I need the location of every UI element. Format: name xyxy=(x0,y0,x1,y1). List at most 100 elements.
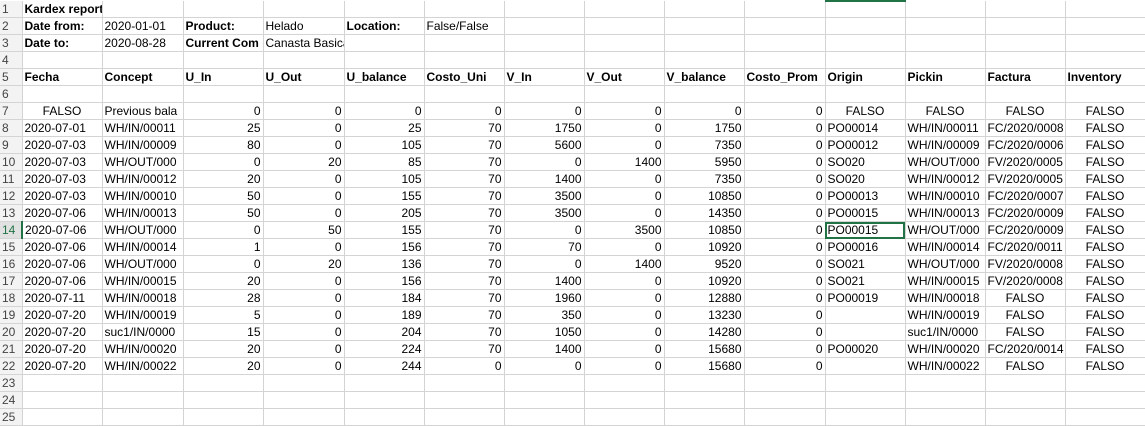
date-from-label[interactable]: Date from: xyxy=(22,17,103,35)
cell[interactable]: FC/2020/0008 xyxy=(985,119,1066,137)
cell[interactable]: 0 xyxy=(263,187,345,205)
cell[interactable]: 1400 xyxy=(504,340,585,358)
cell[interactable]: 70 xyxy=(424,136,505,154)
cell[interactable] xyxy=(504,391,585,409)
cell[interactable]: 70 xyxy=(424,187,505,205)
cell[interactable]: FALSO xyxy=(1065,136,1145,154)
cell[interactable]: 1 xyxy=(183,238,264,256)
cell[interactable]: 0 xyxy=(584,119,665,137)
column-header-cell[interactable]: Inventory xyxy=(1065,68,1145,86)
cell[interactable] xyxy=(584,85,665,103)
cell[interactable] xyxy=(263,51,345,69)
cell[interactable] xyxy=(985,391,1066,409)
cell[interactable] xyxy=(985,17,1066,35)
cell[interactable]: 0 xyxy=(744,238,826,256)
row-header[interactable]: 3 xyxy=(0,34,23,52)
cell[interactable] xyxy=(1065,1,1145,18)
cell[interactable] xyxy=(183,374,264,392)
cell[interactable]: FALSO xyxy=(1065,153,1145,171)
column-header-cell[interactable]: Origin xyxy=(825,68,906,86)
origin-cell[interactable] xyxy=(825,357,906,375)
cell[interactable] xyxy=(102,85,184,103)
cell[interactable]: FALSO xyxy=(1065,102,1145,120)
origin-cell[interactable]: PO00020 xyxy=(825,340,906,358)
row-header[interactable]: 20 xyxy=(0,323,23,341)
cell[interactable]: 70 xyxy=(424,323,505,341)
cell[interactable] xyxy=(504,34,585,52)
row-header[interactable]: 1 xyxy=(0,1,23,18)
cell[interactable]: 0 xyxy=(744,357,826,375)
cell[interactable] xyxy=(1065,85,1145,103)
row-header[interactable]: 14 xyxy=(0,221,23,239)
cell[interactable]: 204 xyxy=(344,323,425,341)
cell[interactable] xyxy=(263,408,345,426)
cell[interactable] xyxy=(905,85,986,103)
cell[interactable]: 0 xyxy=(263,306,345,324)
cell[interactable] xyxy=(664,85,745,103)
cell[interactable] xyxy=(1065,34,1145,52)
cell[interactable] xyxy=(985,51,1066,69)
cell[interactable]: 5 xyxy=(183,306,264,324)
date-cell[interactable]: 2020-07-20 xyxy=(22,323,103,341)
date-cell[interactable]: 2020-07-03 xyxy=(22,136,103,154)
cell[interactable]: 13230 xyxy=(664,306,745,324)
column-header-cell[interactable]: V_In xyxy=(504,68,585,86)
cell[interactable]: FALSO xyxy=(985,357,1066,375)
origin-cell[interactable]: SO020 xyxy=(825,170,906,188)
cell[interactable] xyxy=(22,391,103,409)
cell[interactable]: WH/IN/00020 xyxy=(102,340,184,358)
cell[interactable]: 5950 xyxy=(664,153,745,171)
cell[interactable]: 0 xyxy=(263,238,345,256)
cell[interactable]: FC/2020/0011 xyxy=(985,238,1066,256)
cell[interactable]: 0 xyxy=(744,119,826,137)
cell[interactable] xyxy=(584,391,665,409)
cell[interactable] xyxy=(344,408,425,426)
cell[interactable]: 3500 xyxy=(504,204,585,222)
row-header[interactable]: 7 xyxy=(0,102,23,120)
cell[interactable] xyxy=(263,1,345,18)
cell[interactable]: 0 xyxy=(504,153,585,171)
row-header[interactable]: 6 xyxy=(0,85,23,103)
cell[interactable]: 20 xyxy=(183,357,264,375)
current-label[interactable]: Current Com xyxy=(183,34,264,52)
cell[interactable]: 0 xyxy=(504,255,585,273)
cell[interactable]: FALSO xyxy=(985,289,1066,307)
cell[interactable]: 0 xyxy=(584,306,665,324)
date-cell[interactable]: 2020-07-20 xyxy=(22,357,103,375)
cell[interactable] xyxy=(905,374,986,392)
cell[interactable] xyxy=(664,1,745,18)
cell[interactable] xyxy=(102,391,184,409)
cell[interactable]: 105 xyxy=(344,136,425,154)
cell[interactable]: FALSO xyxy=(1065,221,1145,239)
cell[interactable]: FC/2020/0009 xyxy=(985,204,1066,222)
column-header-cell[interactable]: U_Out xyxy=(263,68,345,86)
cell[interactable]: 70 xyxy=(424,272,505,290)
cell[interactable] xyxy=(1065,408,1145,426)
cell[interactable] xyxy=(504,17,585,35)
cell[interactable] xyxy=(985,85,1066,103)
cell[interactable]: 15680 xyxy=(664,340,745,358)
cell[interactable] xyxy=(744,391,826,409)
cell[interactable] xyxy=(905,391,986,409)
cell[interactable]: 3500 xyxy=(504,187,585,205)
origin-cell[interactable]: PO00013 xyxy=(825,187,906,205)
cell[interactable] xyxy=(424,391,505,409)
cell[interactable]: 70 xyxy=(424,221,505,239)
cell[interactable] xyxy=(22,85,103,103)
cell[interactable]: 0 xyxy=(744,153,826,171)
date-cell[interactable]: 2020-07-20 xyxy=(22,340,103,358)
cell[interactable]: 15 xyxy=(183,323,264,341)
cell[interactable]: 10920 xyxy=(664,272,745,290)
cell[interactable]: 70 xyxy=(424,153,505,171)
cell[interactable] xyxy=(344,374,425,392)
date-cell[interactable]: FALSO xyxy=(22,102,103,120)
cell[interactable] xyxy=(825,391,906,409)
cell[interactable]: 156 xyxy=(344,238,425,256)
cell[interactable]: 70 xyxy=(424,204,505,222)
cell[interactable] xyxy=(905,34,986,52)
cell[interactable] xyxy=(102,51,184,69)
row-header[interactable]: 22 xyxy=(0,357,23,375)
cell[interactable]: 20 xyxy=(183,340,264,358)
cell[interactable]: WH/OUT/000 xyxy=(102,153,184,171)
column-header-cell[interactable]: Pickin xyxy=(905,68,986,86)
